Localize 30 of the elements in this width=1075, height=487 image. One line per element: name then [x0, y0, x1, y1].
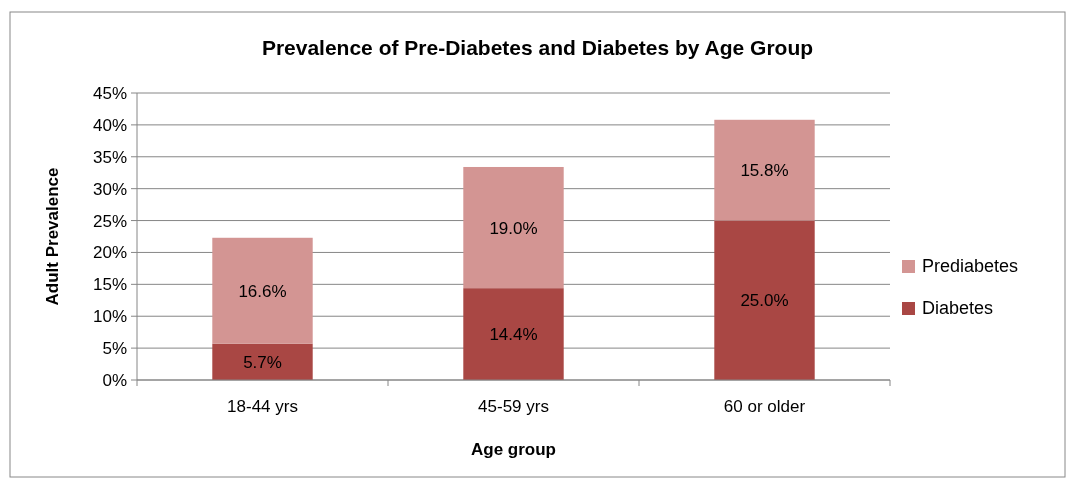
y-tick-label: 40%: [92, 115, 127, 135]
data-label: 19.0%: [489, 218, 538, 238]
x-axis-title: Age group: [471, 440, 556, 459]
bar: [212, 237, 313, 344]
legend-label: Diabetes: [922, 298, 994, 318]
bar: [463, 288, 564, 380]
y-tick-label: 0%: [102, 371, 127, 390]
bar: [714, 220, 815, 380]
x-tick-label: 18-44 yrs: [227, 397, 298, 416]
y-tick-label: 25%: [92, 211, 127, 231]
y-axis-title: Adult Prevalence: [43, 167, 62, 306]
y-tick-label: 45%: [92, 84, 127, 103]
data-label: 14.4%: [489, 325, 538, 345]
y-tick-label: 15%: [92, 275, 127, 295]
data-label: 16.6%: [238, 281, 287, 301]
data-label: 5.7%: [243, 352, 282, 372]
data-label: 25.0%: [740, 291, 789, 311]
bar: [463, 166, 564, 289]
chart-title: Prevalence of Pre-Diabetes and Diabetes by Age Group: [261, 36, 814, 59]
data-label: 15.8%: [740, 161, 789, 181]
y-tick-label: 20%: [92, 243, 127, 263]
x-tick-label: 60 or older: [723, 397, 806, 416]
bar: [212, 343, 313, 380]
y-tick-label: 35%: [92, 147, 127, 167]
legend-label: Prediabetes: [922, 256, 1019, 276]
x-tick-label: 45-59 yrs: [478, 397, 549, 416]
y-tick-label: 5%: [102, 339, 127, 359]
y-tick-label: 30%: [92, 179, 127, 199]
bar: [714, 119, 815, 221]
y-tick-label: 10%: [92, 307, 127, 327]
